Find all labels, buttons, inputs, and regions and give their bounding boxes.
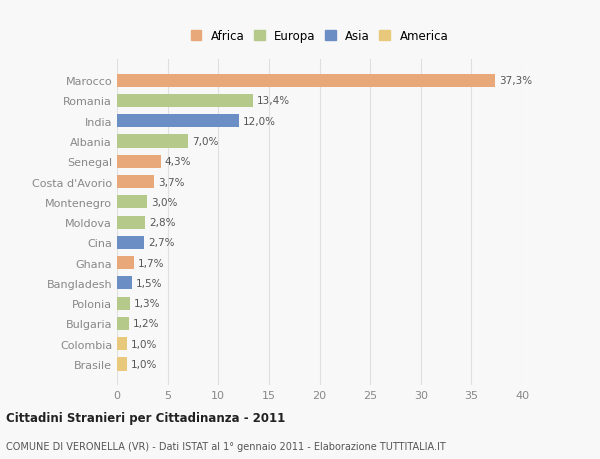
Bar [117, 257, 134, 269]
Text: 13,4%: 13,4% [257, 96, 290, 106]
Text: 2,8%: 2,8% [149, 218, 176, 228]
Bar [117, 277, 132, 290]
Legend: Africa, Europa, Asia, America: Africa, Europa, Asia, America [187, 27, 452, 46]
Bar [117, 358, 127, 371]
Text: 3,7%: 3,7% [158, 177, 185, 187]
Text: 7,0%: 7,0% [192, 137, 218, 147]
Bar [117, 297, 130, 310]
Text: 12,0%: 12,0% [242, 117, 275, 127]
Text: 4,3%: 4,3% [164, 157, 191, 167]
Bar [117, 196, 148, 209]
Text: 1,7%: 1,7% [138, 258, 165, 268]
Bar [117, 236, 145, 249]
Text: 2,7%: 2,7% [148, 238, 175, 248]
Bar [117, 156, 161, 168]
Bar [117, 176, 154, 189]
Text: 1,3%: 1,3% [134, 298, 161, 308]
Text: 1,2%: 1,2% [133, 319, 160, 329]
Bar [117, 115, 239, 128]
Bar [117, 95, 253, 108]
Text: 1,0%: 1,0% [131, 359, 158, 369]
Bar [117, 135, 188, 148]
Text: Cittadini Stranieri per Cittadinanza - 2011: Cittadini Stranieri per Cittadinanza - 2… [6, 412, 285, 425]
Bar [117, 317, 129, 330]
Text: 1,5%: 1,5% [136, 278, 163, 288]
Bar [117, 216, 145, 229]
Text: 37,3%: 37,3% [499, 76, 532, 86]
Text: COMUNE DI VERONELLA (VR) - Dati ISTAT al 1° gennaio 2011 - Elaborazione TUTTITAL: COMUNE DI VERONELLA (VR) - Dati ISTAT al… [6, 441, 446, 451]
Bar [117, 74, 494, 88]
Text: 1,0%: 1,0% [131, 339, 158, 349]
Text: 3,0%: 3,0% [151, 197, 178, 207]
Bar [117, 337, 127, 351]
